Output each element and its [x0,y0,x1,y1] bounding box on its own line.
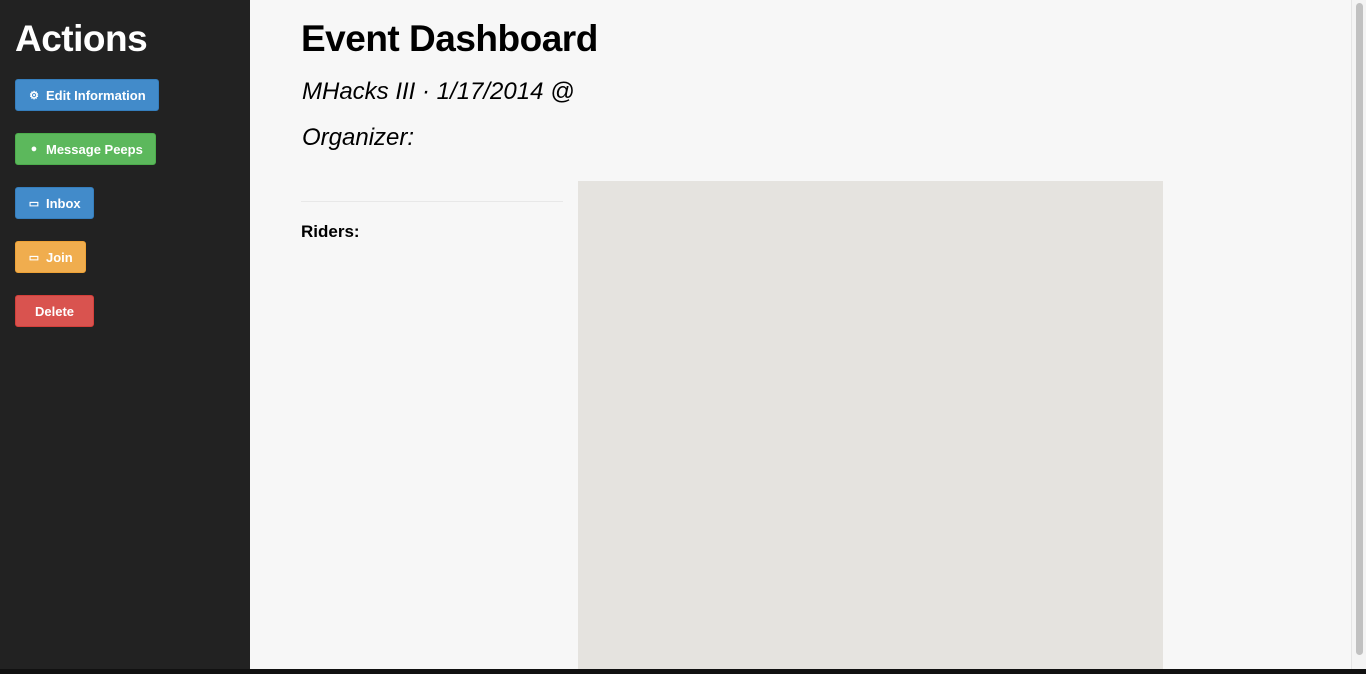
join-button[interactable]: ▭ Join [15,241,86,273]
sidebar-title: Actions [15,18,148,59]
edit-information-label: Edit Information [46,87,146,103]
message-peeps-button[interactable]: ● Message Peeps [15,133,156,165]
window-bottom-edge [0,669,1366,674]
edit-information-button[interactable]: ⚙ Edit Information [15,79,159,111]
sidebar: Actions ⚙ Edit Information ● Message Pee… [0,0,250,674]
scrollbar-thumb[interactable] [1356,3,1363,655]
inbox-icon: ▭ [28,251,40,264]
event-info: MHacks III · 1/17/2014 @ [302,78,575,105]
divider [301,201,563,202]
join-label: Join [46,249,73,265]
inbox-label: Inbox [46,195,81,211]
delete-label: Delete [35,303,75,319]
riders-label: Riders: [301,222,360,241]
delete-button[interactable]: Delete [15,295,95,327]
map[interactable] [578,181,1163,674]
page-title: Event Dashboard [301,18,598,59]
inbox-icon: ▭ [28,197,40,210]
organizer-label: Organizer: [302,124,415,151]
scrollbar[interactable] [1351,0,1366,674]
comment-icon: ● [30,143,38,155]
message-peeps-label: Message Peeps [46,141,143,157]
inbox-button[interactable]: ▭ Inbox [15,187,94,219]
gear-icon: ⚙ [29,89,39,102]
